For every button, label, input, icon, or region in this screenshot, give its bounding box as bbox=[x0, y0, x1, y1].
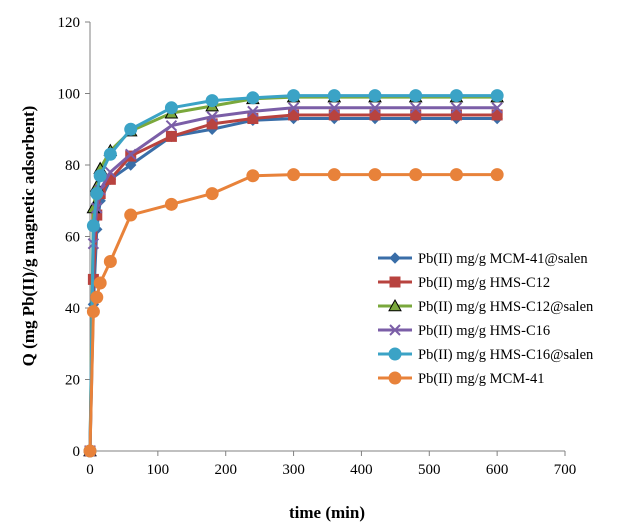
legend-label: Pb(II) mg/g MCM-41@salen bbox=[418, 251, 588, 267]
data-point bbox=[165, 119, 178, 132]
legend-item: Pb(II) mg/g HMS-C12@salen bbox=[378, 298, 594, 315]
legend-marker bbox=[389, 252, 401, 264]
data-point bbox=[490, 168, 504, 182]
data-point bbox=[328, 102, 340, 114]
legend-marker bbox=[389, 276, 401, 288]
data-point bbox=[450, 109, 462, 121]
data-point bbox=[327, 89, 341, 103]
legend-label: Pb(II) mg/g HMS-C12 bbox=[418, 275, 550, 291]
data-point bbox=[246, 169, 260, 183]
data-point bbox=[287, 89, 301, 103]
data-point bbox=[491, 109, 503, 121]
series-6 bbox=[83, 168, 504, 458]
legend-label: Pb(II) mg/g HMS-C16 bbox=[418, 323, 550, 339]
legend-label: Pb(II) mg/g MCM-41 bbox=[418, 371, 544, 387]
data-point bbox=[124, 208, 138, 222]
data-point bbox=[449, 89, 463, 103]
legend-item: Pb(II) mg/g HMS-C16 bbox=[378, 323, 550, 339]
y-tick-label: 80 bbox=[65, 158, 80, 174]
data-point bbox=[125, 148, 137, 160]
data-point bbox=[327, 168, 341, 182]
legend-item: Pb(II) mg/g MCM-41@salen bbox=[378, 251, 588, 267]
x-tick-label: 100 bbox=[147, 462, 170, 478]
data-point bbox=[124, 122, 138, 136]
data-point bbox=[103, 147, 117, 161]
data-point bbox=[205, 94, 219, 108]
x-tick-label: 200 bbox=[214, 462, 237, 478]
x-tick-label: 600 bbox=[486, 462, 509, 478]
legend-marker bbox=[389, 324, 401, 336]
data-point bbox=[164, 101, 178, 115]
data-point bbox=[164, 197, 178, 211]
data-point bbox=[125, 159, 137, 171]
data-point bbox=[83, 444, 97, 458]
legend-label: Pb(II) mg/g HMS-C12@salen bbox=[418, 299, 594, 315]
data-point bbox=[247, 105, 259, 118]
data-point bbox=[205, 187, 219, 201]
data-point bbox=[409, 89, 423, 103]
data-point bbox=[165, 130, 177, 142]
series-4 bbox=[84, 102, 503, 457]
legend: Pb(II) mg/g MCM-41@salen Pb(II) mg/g HMS-… bbox=[378, 251, 594, 387]
series-3 bbox=[83, 90, 504, 457]
data-point bbox=[449, 168, 463, 182]
x-tick-label: 700 bbox=[554, 462, 577, 478]
data-point bbox=[369, 102, 381, 114]
data-point bbox=[410, 109, 422, 121]
data-point bbox=[90, 290, 104, 304]
data-point bbox=[409, 168, 423, 182]
data-point bbox=[287, 168, 301, 182]
data-point bbox=[490, 89, 504, 103]
data-point bbox=[86, 219, 100, 233]
data-point bbox=[206, 118, 218, 130]
data-point bbox=[368, 89, 382, 103]
data-point bbox=[93, 276, 107, 290]
axes: 0 20 40 60 80 100 120 0 100 200 300 400 500 600 700 bbox=[58, 15, 577, 478]
y-tick-label: 100 bbox=[58, 87, 81, 103]
y-axis-title: Q (mg Pb(II)/g magnetic adsorbent) bbox=[19, 106, 38, 367]
legend-marker bbox=[388, 347, 402, 361]
x-axis-title: time (min) bbox=[289, 503, 365, 522]
data-point bbox=[287, 102, 300, 114]
legend-item: Pb(II) mg/g HMS-C16@salen bbox=[378, 347, 594, 363]
x-tick-label: 300 bbox=[282, 462, 305, 478]
data-point bbox=[104, 166, 117, 178]
legend-marker bbox=[388, 298, 402, 312]
legend-marker bbox=[388, 371, 402, 385]
legend-label: Pb(II) mg/g HMS-C16@salen bbox=[418, 347, 594, 363]
series-layer bbox=[83, 89, 504, 458]
data-point bbox=[368, 168, 382, 182]
x-tick-label: 400 bbox=[350, 462, 373, 478]
data-point bbox=[246, 91, 260, 105]
y-tick-label: 20 bbox=[65, 373, 80, 389]
data-point bbox=[491, 102, 503, 114]
x-tick-label: 500 bbox=[418, 462, 441, 478]
data-point bbox=[247, 113, 259, 125]
data-point bbox=[206, 111, 218, 123]
legend-item: Pb(II) mg/g HMS-C12 bbox=[378, 275, 550, 291]
data-point bbox=[93, 169, 107, 183]
data-point bbox=[86, 305, 100, 319]
data-point bbox=[90, 187, 104, 201]
legend-item: Pb(II) mg/g MCM-41 bbox=[378, 371, 544, 387]
data-point bbox=[103, 255, 117, 269]
data-point bbox=[288, 109, 300, 121]
data-point bbox=[369, 109, 381, 121]
y-tick-label: 40 bbox=[65, 301, 80, 317]
y-tick-label: 60 bbox=[65, 230, 80, 246]
y-tick-label: 120 bbox=[58, 15, 81, 31]
data-point bbox=[450, 102, 463, 114]
data-point bbox=[410, 102, 422, 114]
x-tick-label: 0 bbox=[86, 462, 94, 478]
y-tick-label: 0 bbox=[73, 444, 81, 460]
data-point bbox=[328, 109, 340, 121]
